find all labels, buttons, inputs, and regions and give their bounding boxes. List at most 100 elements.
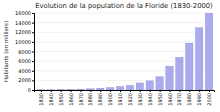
x-tick-label: 1830 <box>38 93 44 106</box>
x-tick-mark <box>130 90 131 92</box>
x-tick-label: 1950 <box>157 93 163 106</box>
y-tick-mark <box>32 90 34 91</box>
grid-line <box>34 13 214 14</box>
y-tick-label: 14000 <box>15 20 31 26</box>
x-tick-mark <box>150 90 151 92</box>
y-tick-mark <box>32 32 34 33</box>
x-tick-label: 1850 <box>58 93 64 106</box>
x-tick-label: 1960 <box>167 93 173 106</box>
y-tick-mark <box>32 23 34 24</box>
grid <box>34 13 214 90</box>
bar <box>136 83 143 90</box>
x-tick: 1900 <box>107 90 113 106</box>
y-tick-label: 12000 <box>15 29 31 35</box>
y-tick: 14000 <box>15 20 34 26</box>
x-tick-label: 1900 <box>107 93 113 106</box>
x-tick-label: 1930 <box>137 93 143 106</box>
y-tick: 0 <box>28 87 34 93</box>
title: Évolution de la population de la Floride… <box>35 1 213 10</box>
y-tick-mark <box>32 80 34 81</box>
x-tick: 1930 <box>137 90 143 106</box>
x-tick-mark <box>209 90 210 92</box>
x-tick-mark <box>61 90 62 92</box>
x-tick: 1980 <box>186 90 192 106</box>
x-tick-mark <box>100 90 101 92</box>
x-tick: 1920 <box>127 90 133 106</box>
y-axis: 0200040006000800010000120001400016000 <box>15 10 34 93</box>
bar <box>186 43 193 90</box>
x-tick-label: 1910 <box>117 93 123 106</box>
bar <box>106 87 113 90</box>
x-tick: 1910 <box>117 90 123 106</box>
x-tick-label: 1980 <box>186 93 192 106</box>
x-tick-mark <box>51 90 52 92</box>
y-tick: 4000 <box>18 68 34 74</box>
y-tick: 16000 <box>15 10 34 16</box>
x-tick-label: 1870 <box>78 93 84 106</box>
y-axis-line <box>32 14 35 91</box>
grid-line <box>34 41 214 42</box>
bar <box>87 89 94 90</box>
chart: 1830 1840 1850 1860 18701880 1890 1900 1910 1920… <box>0 0 220 112</box>
y-tick-label: 0 <box>28 87 31 93</box>
y-tick: 8000 <box>18 49 34 55</box>
y-tick: 12000 <box>15 29 34 35</box>
x-tick-mark <box>90 90 91 92</box>
x-tick: 1990 <box>196 90 202 106</box>
x-axis: 1830 1840 1850 1860 18701880 1890 1900 1910 1920… <box>35 90 215 106</box>
x-tick: 1890 <box>97 90 103 106</box>
x-tick-label: 1940 <box>147 93 153 106</box>
y-tick-mark <box>32 71 34 72</box>
x-tick: 1970 <box>176 90 182 106</box>
x-tick-mark <box>41 90 42 92</box>
x-tick-mark <box>199 90 200 92</box>
x-tick: 1940 <box>147 90 153 106</box>
bar <box>146 81 153 90</box>
y-tick: 10000 <box>15 39 34 45</box>
bar <box>205 13 212 90</box>
x-tick-mark <box>179 90 180 92</box>
y-tick: 6000 <box>18 58 34 64</box>
bar <box>166 66 173 90</box>
x-tick-mark <box>71 90 72 92</box>
bar <box>77 89 84 90</box>
bar <box>156 77 163 90</box>
bar <box>67 89 74 90</box>
x-tick: 1870 <box>78 90 84 106</box>
x-tick: 1950 <box>157 90 163 106</box>
grid-line <box>34 22 214 23</box>
x-tick-label: 1880 <box>87 93 93 106</box>
x-tick: 1860 <box>68 90 74 106</box>
x-tick-label: 1840 <box>48 93 54 106</box>
x-tick: 1960 <box>167 90 173 106</box>
bar <box>47 89 54 90</box>
x-tick-mark <box>140 90 141 92</box>
y-tick-label: 6000 <box>18 58 31 64</box>
x-tick: 1830 <box>38 90 44 106</box>
x-tick-label: 1970 <box>176 93 182 106</box>
x-tick-mark <box>120 90 121 92</box>
x-tick-mark <box>80 90 81 92</box>
x-tick-label: 1890 <box>97 93 103 106</box>
bar <box>57 89 64 90</box>
bar <box>195 28 202 90</box>
bar <box>97 88 104 90</box>
y-tick-label: 16000 <box>15 10 31 16</box>
y-tick-mark <box>32 52 34 53</box>
bar <box>176 57 183 90</box>
x-tick-label: 1860 <box>68 93 74 106</box>
x-tick-mark <box>160 90 161 92</box>
y-tick-mark <box>32 61 34 62</box>
x-tick-label: 1990 <box>196 93 202 106</box>
x-tick-mark <box>189 90 190 92</box>
x-tick-mark <box>169 90 170 92</box>
x-tick: 1880 <box>87 90 93 106</box>
x-tick: 1850 <box>58 90 64 106</box>
y-tick-label: 4000 <box>18 68 31 74</box>
y-tick-mark <box>32 42 34 43</box>
grid-line <box>34 32 214 33</box>
x-axis-line <box>35 91 215 93</box>
y-axis-title: Habitants (en milliers) <box>3 21 9 82</box>
x-tick: 2000 <box>206 90 212 106</box>
plot: 1830 1840 1850 1860 18701880 1890 1900 1910 1920… <box>15 10 214 106</box>
